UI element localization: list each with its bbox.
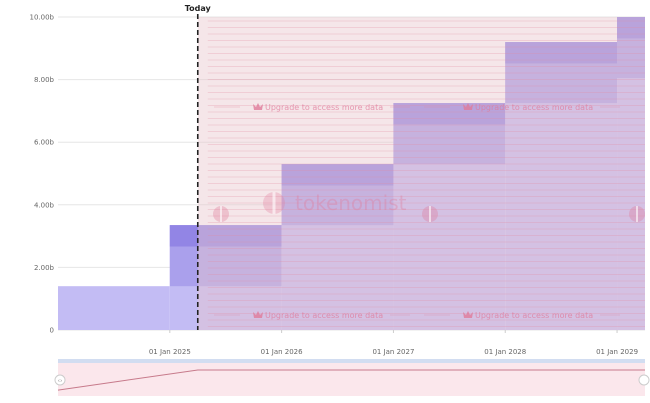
area-series: [58, 17, 645, 330]
x-tick-label: 01 Jan 2029: [596, 348, 638, 356]
logo-mark-slit: [636, 206, 638, 222]
navigator-left-handle[interactable]: ‹›: [54, 374, 66, 386]
crown-icon: [253, 311, 263, 318]
area-step-edge: [281, 164, 394, 186]
upgrade-text: Upgrade to access more data: [475, 103, 593, 112]
navigator-scrollbar[interactable]: [58, 359, 645, 363]
x-tick-label: 01 Jan 2025: [149, 348, 191, 356]
y-tick-label: 10.00b: [30, 14, 55, 22]
x-tick-label: 01 Jan 2026: [261, 348, 304, 356]
x-axis-ticks: 01 Jan 2025 01 Jan 2026 01 Jan 2027 01 Jan …: [149, 330, 638, 356]
crown-icon: [253, 103, 263, 110]
navigator-line: [57, 369, 645, 391]
upgrade-text: Upgrade to access more data: [475, 311, 593, 320]
x-tick-label: 01 Jan 2028: [484, 348, 526, 356]
y-axis-ticks: 0 2.00b 4.00b 6.00b 8.00b 10.00b: [30, 14, 55, 335]
locked-region: [197, 17, 645, 330]
crown-icon: [463, 311, 473, 318]
upgrade-text: Upgrade to access more data: [265, 311, 383, 320]
upgrade-text: Upgrade to access more data: [265, 103, 383, 112]
area-step-edge: [393, 103, 506, 125]
y-tick-label: 8.00b: [34, 76, 55, 84]
crown-icon: [463, 103, 473, 110]
area-step: [58, 286, 170, 330]
upgrade-watermarks: Upgrade to access more data Upgrade to ac…: [213, 103, 645, 320]
area-step-edge: [505, 42, 618, 64]
navigator-right-handle[interactable]: [638, 374, 650, 386]
navigator-window[interactable]: [58, 363, 645, 396]
locked-overlay: [197, 17, 645, 330]
y-tick-label: 0: [50, 327, 54, 335]
brand-watermark: tokenomist: [295, 191, 407, 215]
logo-mark-slit: [220, 206, 222, 222]
logo-mark-slit: [429, 206, 431, 222]
x-tick-label: 01 Jan 2027: [372, 348, 414, 356]
y-tick-label: 4.00b: [34, 201, 55, 209]
brand-logo-icon: [263, 192, 285, 214]
y-tick-label: 2.00b: [34, 264, 55, 272]
range-navigator[interactable]: ‹›: [54, 359, 650, 396]
y-tick-label: 6.00b: [34, 139, 55, 147]
today-label: Today: [185, 4, 212, 13]
svg-text:‹›: ‹›: [58, 378, 63, 385]
